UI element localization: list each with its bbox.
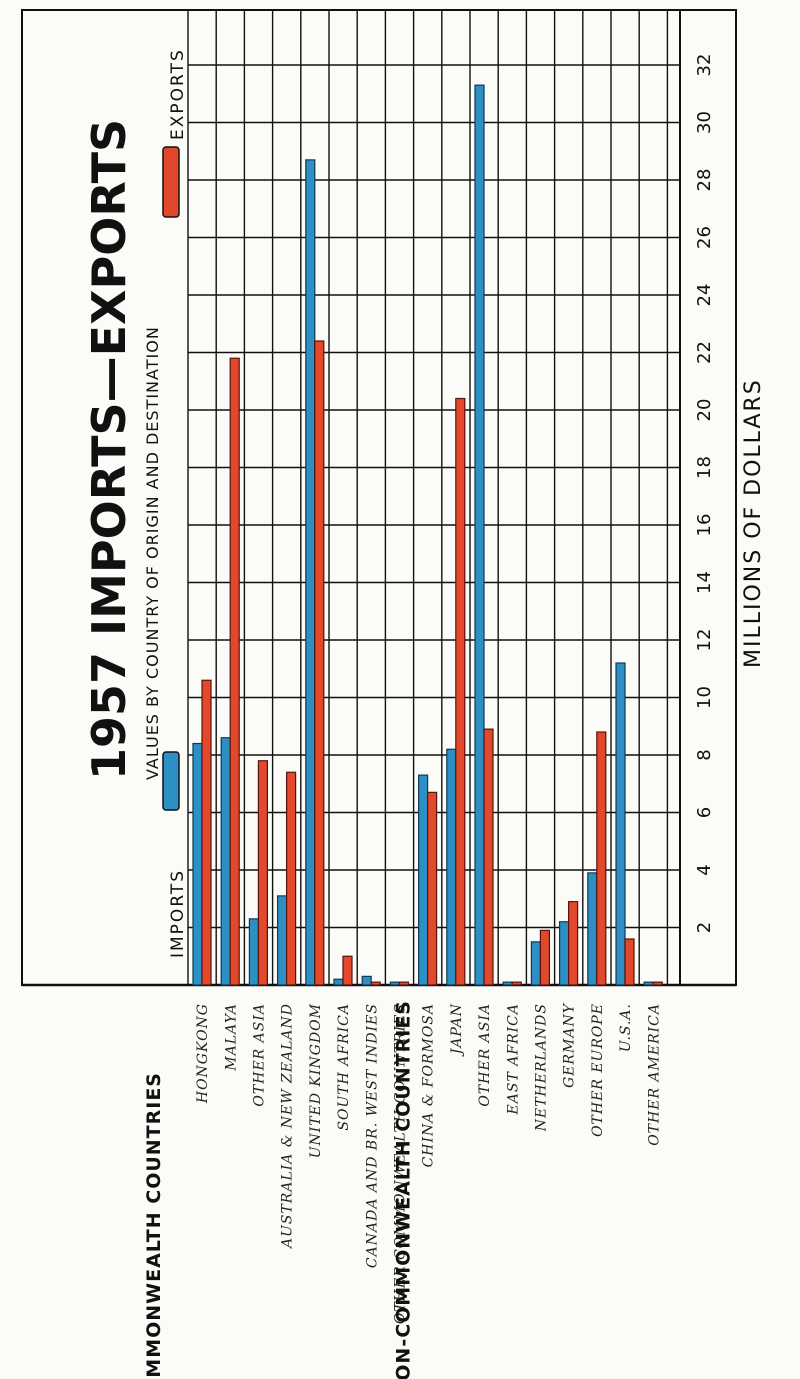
x-tick-label: 4: [694, 864, 715, 875]
x-tick-label: 6: [694, 807, 715, 818]
imports-bar: [305, 159, 316, 986]
group-label-commonwealth: COMMONWEALTH COUNTRIES: [143, 1072, 165, 1379]
category-label: CANADA AND BR. WEST INDIES: [364, 1003, 380, 1268]
exports-bar: [596, 731, 607, 986]
x-tick-label: 18: [694, 456, 715, 479]
category-label: U.S.A.: [618, 1003, 634, 1052]
bars: [192, 84, 663, 986]
imports-bar: [502, 981, 513, 986]
category-label: UNITED KINGDOM: [308, 1003, 324, 1158]
legend-imports-label: IMPORTS: [168, 869, 188, 958]
exports-bar: [567, 901, 579, 986]
exports-bar: [398, 981, 409, 986]
exports-bar: [257, 760, 268, 986]
category-label: OTHER ASIA: [252, 1003, 268, 1107]
x-tick-label: 24: [694, 284, 715, 307]
x-tick-label: 28: [694, 169, 715, 192]
x-tick-label: 16: [694, 514, 715, 537]
category-label: GERMANY: [562, 1002, 578, 1088]
category-label: AUSTRALIA & NEW ZEALAND: [280, 1003, 296, 1250]
exports-bar: [455, 397, 466, 986]
x-tick-label: 12: [694, 629, 715, 652]
category-label: HONGKONG: [195, 1003, 211, 1104]
chart-subtitle: VALUES BY COUNTRY OF ORIGIN AND DESTINAT…: [143, 326, 162, 780]
imports-bar: [558, 921, 570, 986]
exports-bar: [511, 981, 522, 986]
category-label: OTHER ASIA: [477, 1003, 493, 1107]
imports-bar: [446, 748, 457, 986]
category-label: NETHERLANDS: [534, 1003, 550, 1132]
imports-bar: [418, 774, 429, 986]
exports-bar: [286, 771, 297, 986]
exports-bar: [539, 929, 551, 986]
x-tick-label: 30: [694, 111, 715, 134]
category-label: JAPAN: [449, 1003, 465, 1057]
legend-exports-swatch: [162, 146, 180, 218]
imports-bar: [615, 662, 626, 986]
category-label: OTHER COMMONWEALTH COUNTRIES: [393, 1003, 409, 1324]
imports-bar: [389, 981, 400, 986]
imports-bar: [192, 742, 203, 986]
category-label: OTHER AMERICA: [646, 1003, 662, 1146]
imports-bar: [248, 918, 259, 986]
exports-bar: [342, 955, 353, 986]
exports-bar: [370, 981, 381, 986]
imports-bar: [530, 941, 542, 986]
group-label-non-commonwealth: NON-COMMONWEALTH COUNTRIES: [393, 1000, 415, 1379]
imports-bar: [220, 737, 231, 986]
x-tick-label: 20: [694, 399, 715, 422]
x-tick-label: 32: [694, 54, 715, 77]
exports-bar: [427, 791, 438, 986]
imports-bar: [587, 872, 598, 986]
exports-bar: [229, 357, 240, 986]
legend: IMPORTS EXPORTS: [162, 48, 188, 958]
exports-bar: [652, 981, 663, 986]
x-tick-label: 26: [694, 226, 715, 249]
category-label: EAST AFRICA: [505, 1003, 521, 1115]
x-tick-label: 8: [694, 749, 715, 760]
imports-bar: [474, 84, 485, 986]
imports-bar: [643, 981, 654, 986]
category-label: CHINA & FORMOSA: [421, 1003, 437, 1167]
category-label: OTHER EUROPE: [590, 1003, 606, 1137]
category-label: MALAYA: [223, 1003, 239, 1072]
exports-bar: [201, 679, 212, 986]
imports-bar: [277, 895, 288, 986]
x-tick-label: 14: [694, 571, 715, 594]
chart-title: 1957 IMPORTS—EXPORTS: [82, 119, 136, 780]
title-block: 1957 IMPORTS—EXPORTS VALUES BY COUNTRY O…: [82, 119, 162, 780]
legend-exports-label: EXPORTS: [168, 48, 188, 140]
exports-bar: [314, 340, 325, 986]
x-tick-label: 2: [694, 922, 715, 933]
exports-bar: [483, 728, 494, 986]
category-label: SOUTH AFRICA: [336, 1003, 352, 1131]
category-labels: HONGKONG MALAYA OTHER ASIA AUSTRALIA & NEW …: [143, 1000, 662, 1379]
imports-bar: [333, 978, 344, 986]
x-tick-label: 22: [694, 341, 715, 364]
legend-imports-swatch: [162, 751, 180, 811]
exports-bar: [624, 938, 635, 986]
x-axis-label: MILLIONS OF DOLLARS: [741, 378, 766, 668]
x-tick-label: 10: [694, 686, 715, 709]
imports-bar: [361, 975, 372, 986]
